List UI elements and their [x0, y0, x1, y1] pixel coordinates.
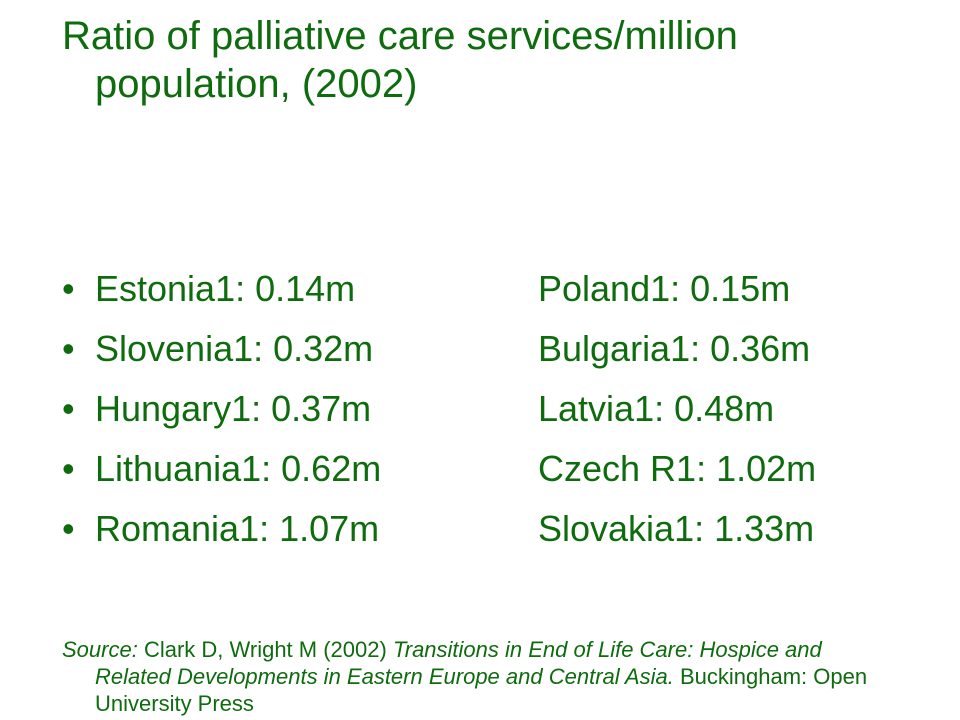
item-left: Hungary1: 0.37m: [95, 388, 372, 429]
bullet-list: • Estonia1: 0.14m Poland1: 0.15m • Slovenia1…: [62, 259, 816, 559]
bullet-dot: •: [62, 448, 75, 489]
bullet-item: • Slovenia1: 0.32m Bulgaria1: 0.36m: [62, 319, 816, 379]
item-left: Romania1: 1.07m: [95, 508, 380, 549]
item-left: Slovenia1: 0.32m: [95, 328, 374, 369]
bullet-dot: •: [62, 328, 75, 369]
item-right: Slovakia1: 1.33m: [538, 508, 815, 549]
slide-title: Ratio of palliative care services/millio…: [62, 14, 738, 106]
item-right: Poland1: 0.15m: [538, 268, 791, 309]
source-note: Source: Clark D, Wright M (2002) Transit…: [62, 636, 895, 717]
item-left: Lithuania1: 0.62m: [95, 448, 382, 489]
source-label: Source:: [62, 637, 138, 662]
item-right: Bulgaria1: 0.36m: [538, 328, 811, 369]
bullet-dot: •: [62, 508, 75, 549]
bullet-item: • Romania1: 1.07m Slovakia1: 1.33m: [62, 499, 816, 559]
item-left: Estonia1: 0.14m: [95, 268, 356, 309]
item-right: Latvia1: 0.48m: [538, 388, 775, 429]
source-authors: Clark D, Wright M (2002): [137, 637, 393, 662]
bullet-dot: •: [62, 388, 75, 429]
bullet-dot: •: [62, 268, 75, 309]
bullet-item: • Estonia1: 0.14m Poland1: 0.15m: [62, 259, 816, 319]
bullet-item: • Hungary1: 0.37m Latvia1: 0.48m: [62, 379, 816, 439]
item-right: Czech R1: 1.02m: [538, 448, 817, 489]
source-book: Transitions in End of Life Care: Hospice…: [95, 637, 822, 689]
source-publisher: Buckingham: Open University Press: [95, 664, 868, 716]
bullet-item: • Lithuania1: 0.62m Czech R1: 1.02m: [62, 439, 816, 499]
